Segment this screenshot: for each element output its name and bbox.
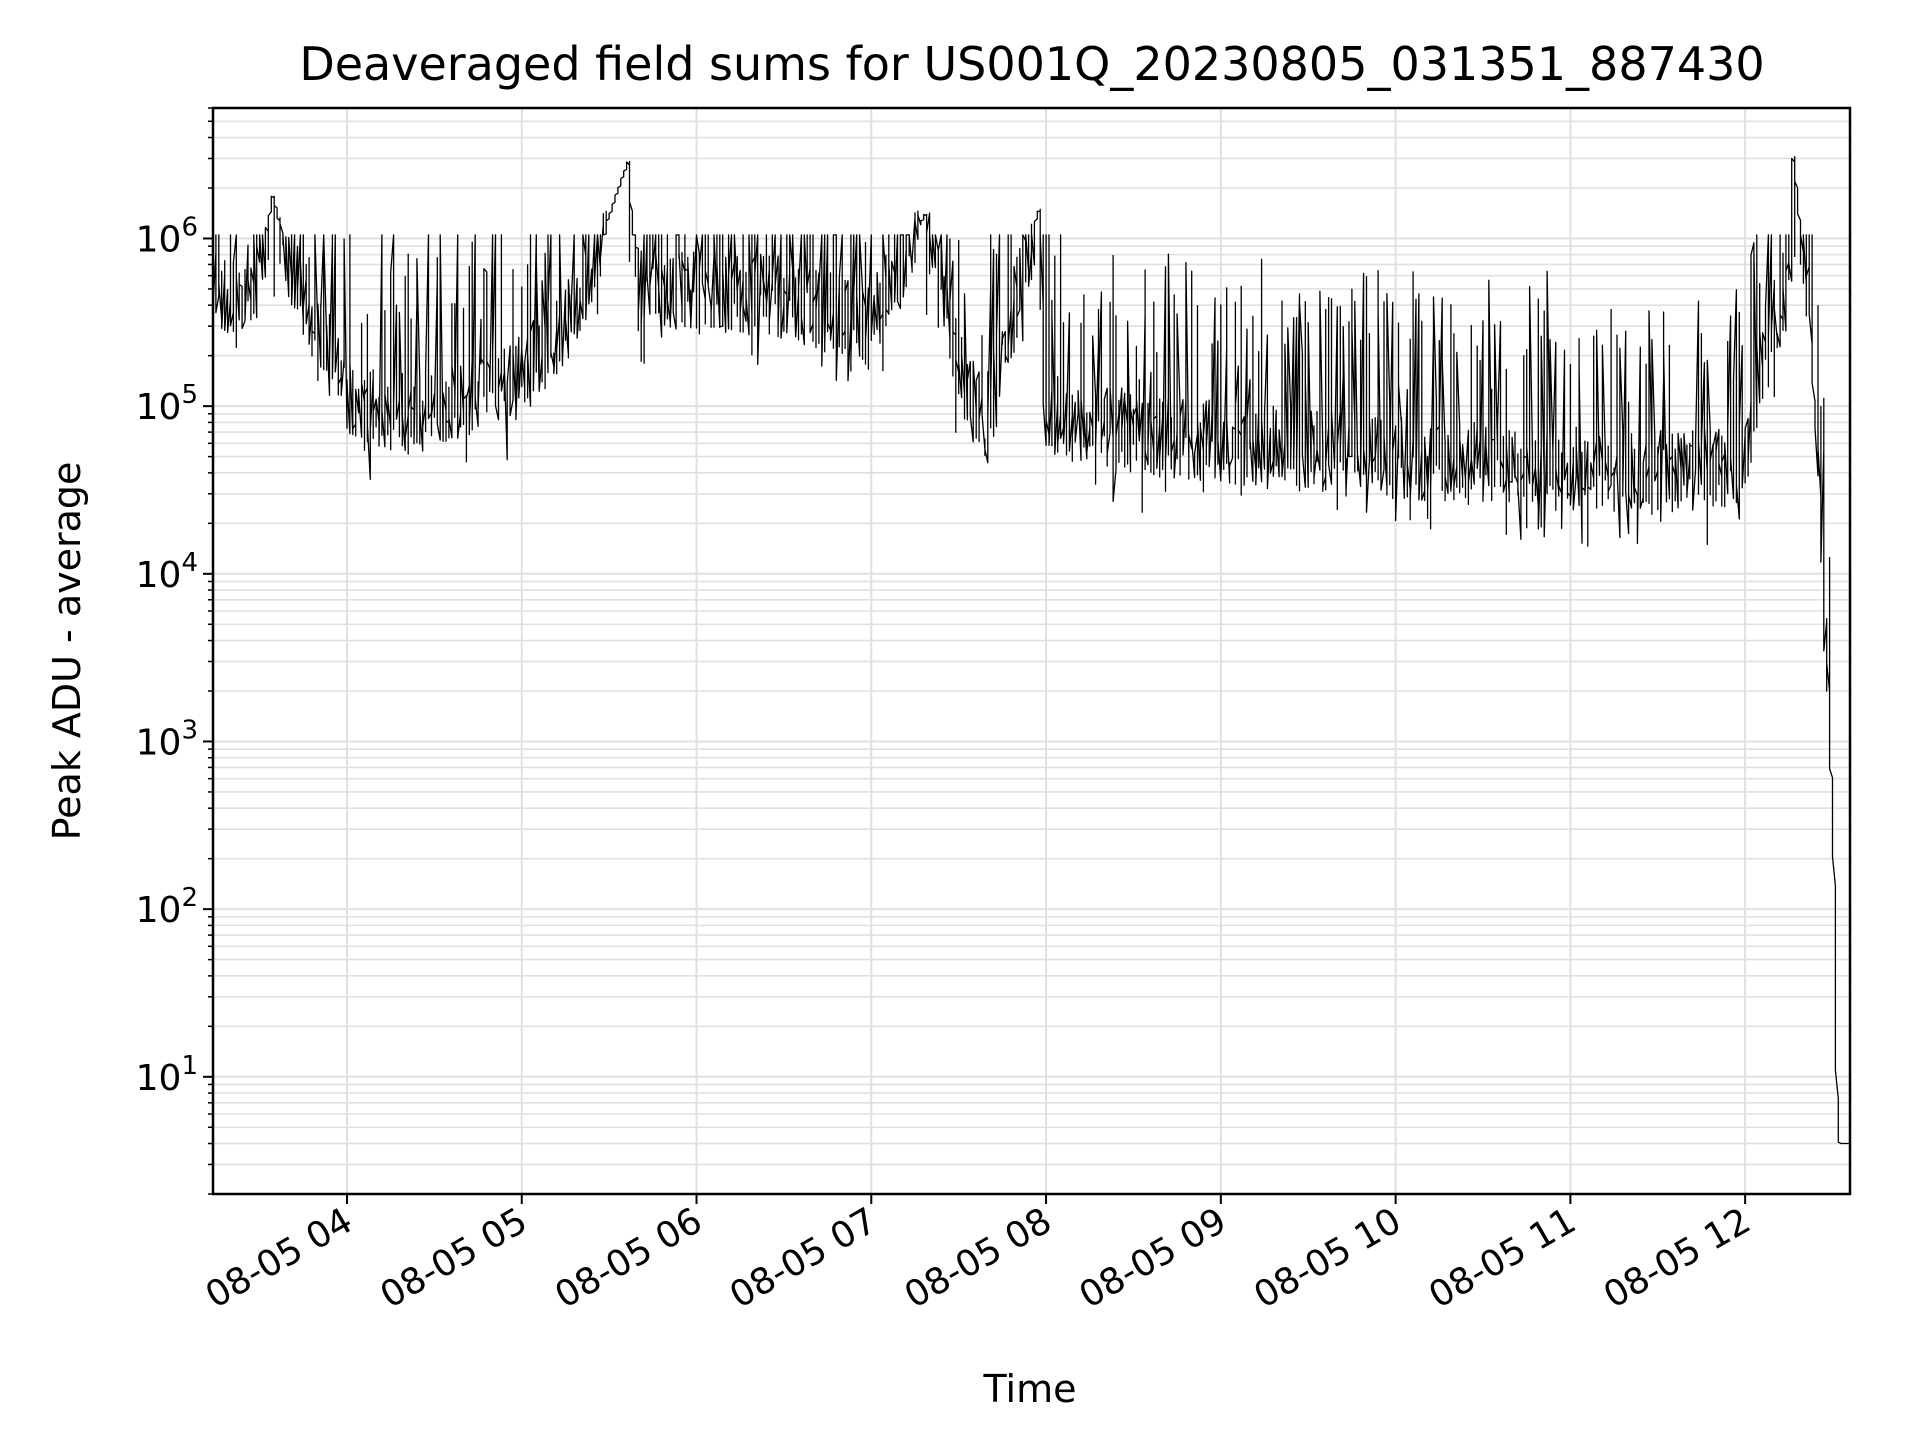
series-line xyxy=(212,156,1850,1145)
x-axis-label: Time xyxy=(983,1367,1077,1411)
y-tick-label: 106 xyxy=(136,212,198,260)
y-tick-label: 103 xyxy=(136,715,198,763)
y-tick-label: 101 xyxy=(136,1051,198,1099)
y-tick-label: 105 xyxy=(136,380,198,428)
y-tick-labels: 101 102 103 104 105 106 xyxy=(136,212,198,1098)
y-axis-label: Peak ADU - average xyxy=(45,462,89,841)
axis-ticks xyxy=(203,107,1747,1204)
y-tick-label: 102 xyxy=(136,883,198,931)
plot-frame xyxy=(211,106,1852,1196)
y-tick-label: 104 xyxy=(136,548,198,596)
chart-title: Deaveraged field sums for US001Q_2023080… xyxy=(299,37,1764,91)
